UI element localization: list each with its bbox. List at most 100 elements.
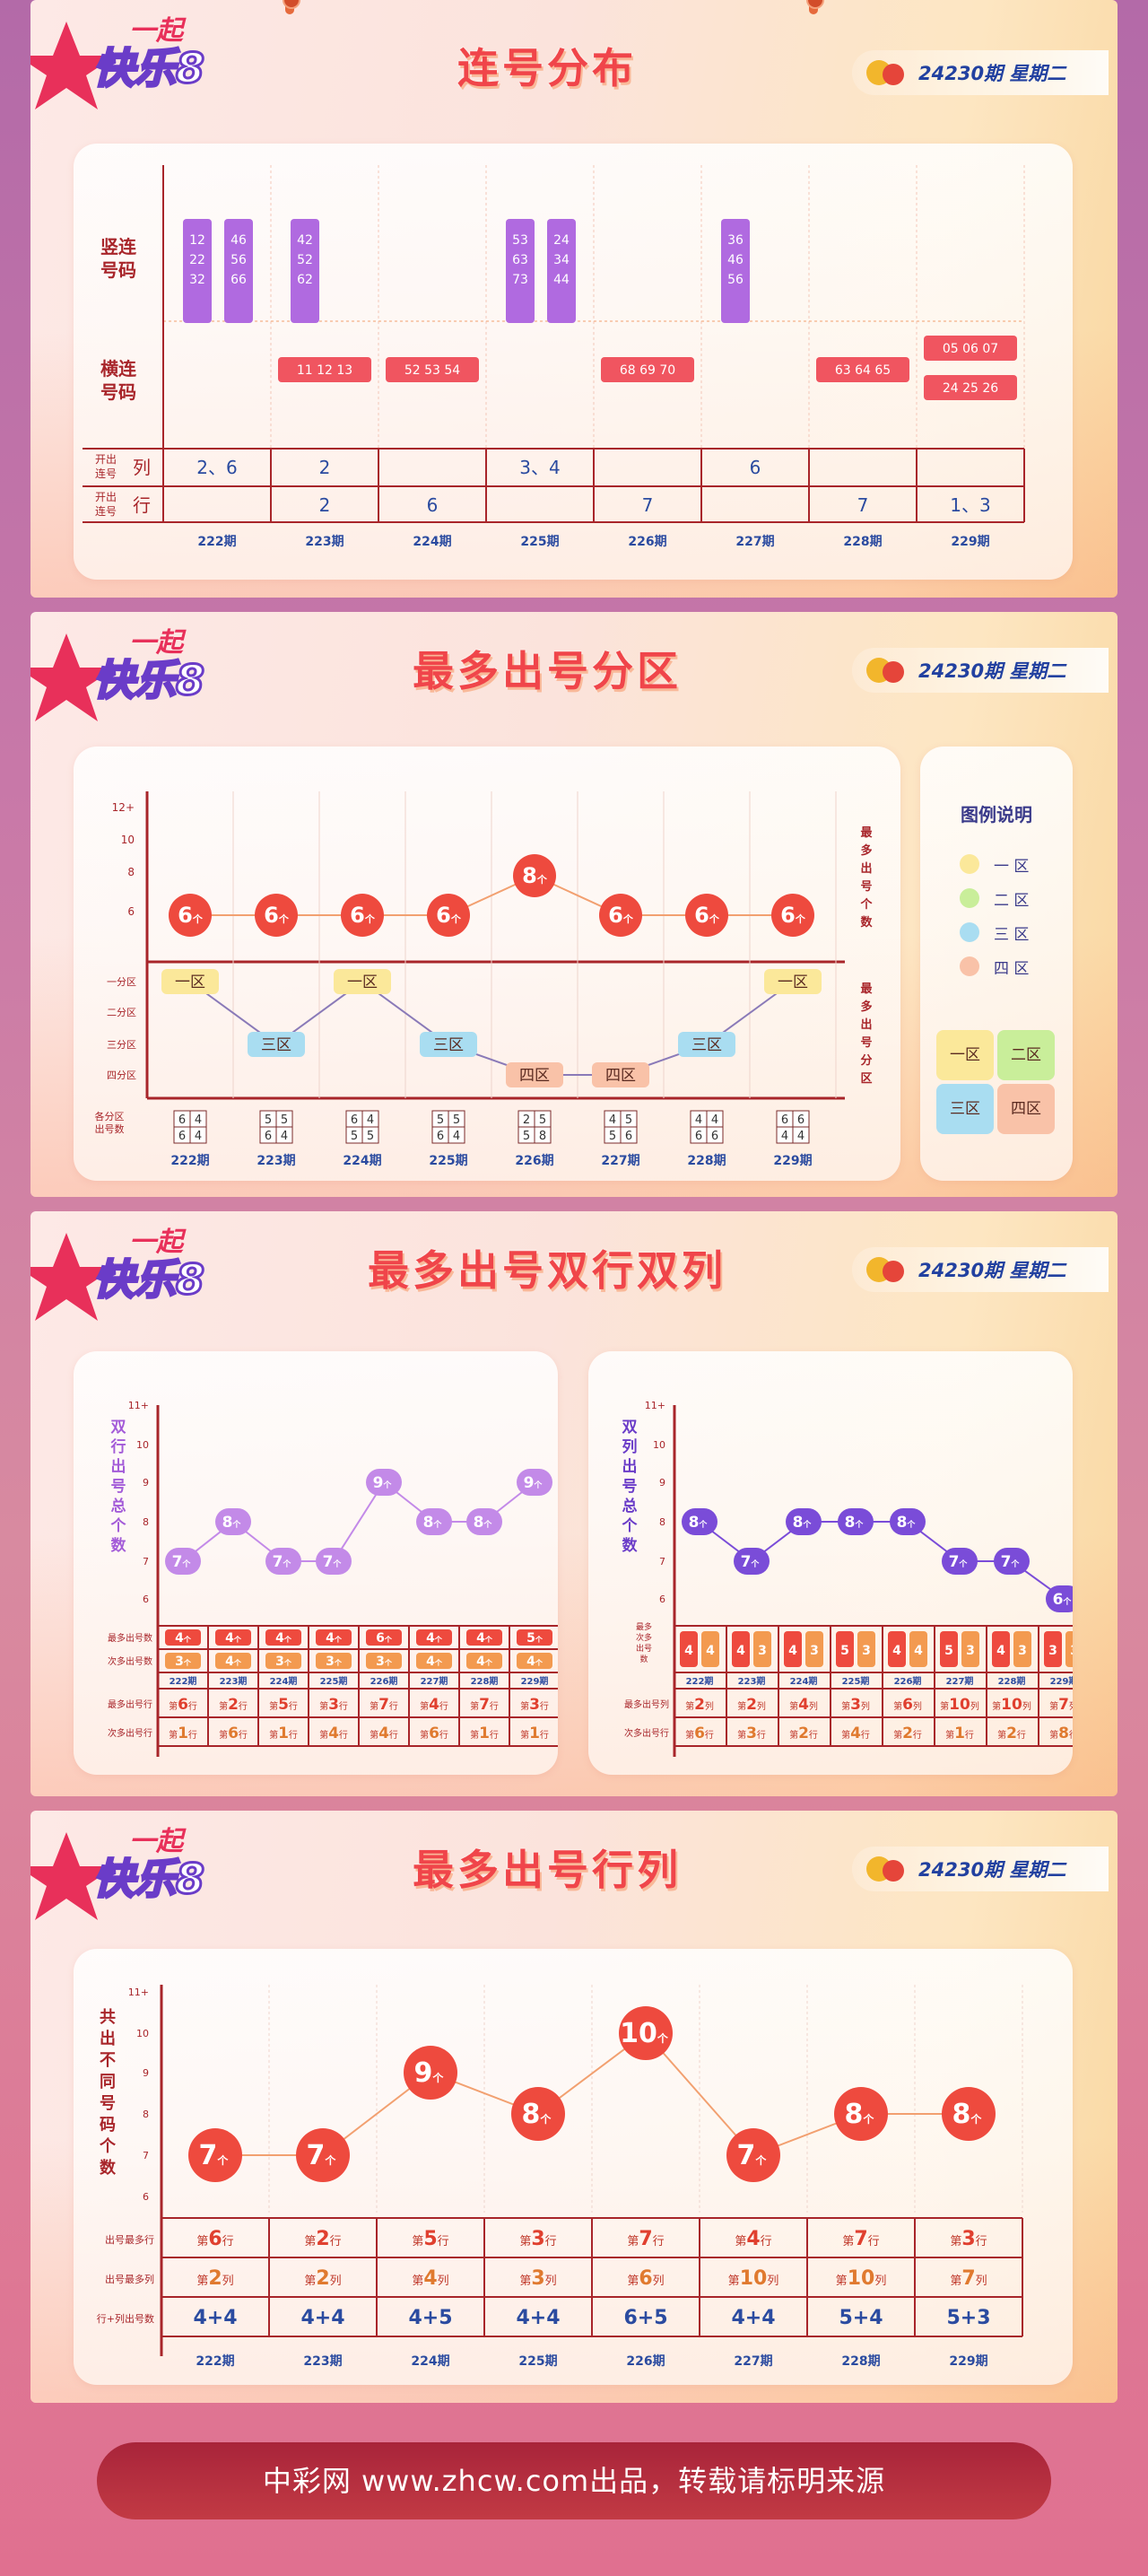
- max-col-value: 第2列: [196, 2267, 233, 2290]
- period-label: 226期: [894, 1675, 922, 1687]
- label-second: 次多出号行: [624, 1727, 669, 1739]
- y-tick: 7: [659, 1556, 665, 1567]
- zone-count-value: 5: [625, 1113, 632, 1127]
- ball-bg: [404, 2046, 457, 2100]
- zone-axis-label: 一分区: [107, 976, 136, 988]
- zone-count-value: 6: [178, 1130, 186, 1143]
- panel-max-zone: 一起 快乐8 最多出号分区 24230期 星期二 12+ 10 8 6 6个 6个 6个 6个 8…: [30, 612, 1118, 1197]
- zone-count-grid: 2 55 8: [517, 1110, 552, 1144]
- rowcol-chart: 11+ 10 9 8 7 6 共出不同号码个数 7个 7个 9个 8个 10个 7个 8个 8个出号最多行出…: [97, 1985, 1023, 2369]
- zone-count-value: 4: [367, 1113, 374, 1127]
- legend-label: 一 区: [994, 857, 1030, 876]
- ball-bg: [834, 2087, 888, 2141]
- zone-count-value: 5: [367, 1130, 374, 1143]
- max-count-chip: 4个: [165, 1629, 201, 1646]
- max-count-ball: 6个: [255, 894, 298, 937]
- zone-label-bg: [334, 969, 391, 994]
- max-count-chip: 4个: [215, 1629, 251, 1646]
- second-value: 第6行: [420, 1725, 448, 1742]
- chip-bg: [517, 1629, 552, 1646]
- y-tick: 11+: [645, 1400, 665, 1411]
- max-zone-label: 四区: [506, 1062, 563, 1087]
- chip-value: 4: [788, 1644, 797, 1658]
- chip-bg: [366, 1629, 402, 1646]
- series-point: 8个: [416, 1508, 452, 1535]
- ball-bg: [169, 894, 212, 937]
- max-count-chip: 4: [680, 1631, 698, 1667]
- period-label: 227期: [734, 2354, 772, 2369]
- vertical-box-bg: [547, 219, 576, 323]
- vertical-consecutive-box: 24 34 44: [547, 219, 576, 323]
- max-value: 第5行: [269, 1696, 298, 1714]
- col-value: 6: [750, 457, 761, 478]
- period-label: 227期: [601, 1154, 639, 1168]
- panel-title: 最多出号双行双列: [368, 1246, 726, 1295]
- chip-value: 5: [840, 1644, 849, 1658]
- chip-bg: [416, 1629, 452, 1646]
- series-ball: 7个: [188, 2128, 242, 2182]
- y-axis-label: 双行出号总个数: [110, 1419, 127, 1555]
- period-label: 224期: [413, 535, 451, 549]
- period-label: 223期: [220, 1675, 248, 1687]
- chip-value: 5: [944, 1644, 953, 1658]
- svg-text:快乐8: 快乐8: [93, 1855, 204, 1903]
- period-label: 225期: [518, 2354, 557, 2369]
- double-row-card: 11+ 10 9 8 7 6 双行出号总个数 7个 8个 7个 7个 9个 8个 8个 9个 最多出号数 次多出…: [74, 1351, 558, 1775]
- period-label: 229期: [773, 1154, 812, 1168]
- row-value: 2: [319, 494, 331, 516]
- second-count-chip: 3个: [265, 1653, 301, 1669]
- y-tick: 9: [143, 1477, 149, 1489]
- period-label: 224期: [270, 1675, 298, 1687]
- zone-axis-label: 二分区: [107, 1007, 136, 1018]
- period-label: 228期: [687, 1154, 726, 1168]
- panel-title: 最多出号行列: [413, 1846, 682, 1894]
- point-bg: [994, 1548, 1030, 1575]
- max-count-chip: 4个: [265, 1629, 301, 1646]
- max-count-ball: 6个: [169, 894, 212, 937]
- ball-bg: [255, 894, 298, 937]
- y-tick: 6: [143, 2191, 149, 2203]
- horizontal-box-bg: [386, 357, 479, 382]
- svg-text:快乐8: 快乐8: [93, 44, 204, 92]
- chip-value: 4: [684, 1644, 693, 1658]
- series-ball: 8个: [942, 2087, 996, 2141]
- zone-count-cell: [706, 1126, 724, 1144]
- second-value: 第1行: [945, 1725, 974, 1742]
- panel-title: 最多出号分区: [413, 647, 682, 695]
- chip-value: 4: [736, 1644, 745, 1658]
- period-label: 223期: [738, 1675, 766, 1687]
- zone-count-value: 4: [195, 1113, 202, 1127]
- point-bg: [366, 1469, 402, 1496]
- zone-count-value: 6: [797, 1113, 804, 1127]
- max-col-value: 第10列: [728, 2267, 779, 2290]
- second-value: 第3行: [737, 1725, 766, 1742]
- series-point: 7个: [165, 1548, 201, 1575]
- horizontal-box-bg: [924, 336, 1017, 361]
- legend-swatch-icon: [960, 922, 979, 942]
- max-count-chip: 4个: [416, 1629, 452, 1646]
- series-point: 7个: [942, 1548, 978, 1575]
- second-count-chip: 4个: [215, 1653, 251, 1669]
- svg-text:快乐8: 快乐8: [93, 1255, 204, 1304]
- ball-bg: [341, 894, 384, 937]
- ball-value: 6个: [264, 903, 290, 928]
- dragon-icon: [866, 1257, 904, 1282]
- vertical-consecutive-box: 53 63 73: [506, 219, 535, 323]
- chip-bg: [857, 1631, 875, 1667]
- zone-chart-card: 12+ 10 8 6 6个 6个 6个 6个 8个 6个 6个 6个 一分区 二分区 三分区 四分区 一区 三区 一…: [74, 747, 900, 1181]
- chip-bg: [784, 1631, 802, 1667]
- y-tick: 11+: [128, 1400, 149, 1411]
- ball-value: 6个: [608, 903, 634, 928]
- horizontal-consecutive-box: 05 06 07: [924, 336, 1017, 361]
- horizontal-consecutive-box: 68 69 70: [601, 357, 694, 382]
- chip-bg: [732, 1631, 750, 1667]
- period-label: 222期: [686, 1675, 714, 1687]
- second-value: 第1行: [470, 1725, 499, 1742]
- zone-count-value: 4: [195, 1130, 202, 1143]
- zone-label-text: 一区: [347, 974, 378, 991]
- max-value: 第4列: [789, 1696, 818, 1714]
- series-point: 7个: [994, 1548, 1030, 1575]
- point-bg: [466, 1508, 502, 1535]
